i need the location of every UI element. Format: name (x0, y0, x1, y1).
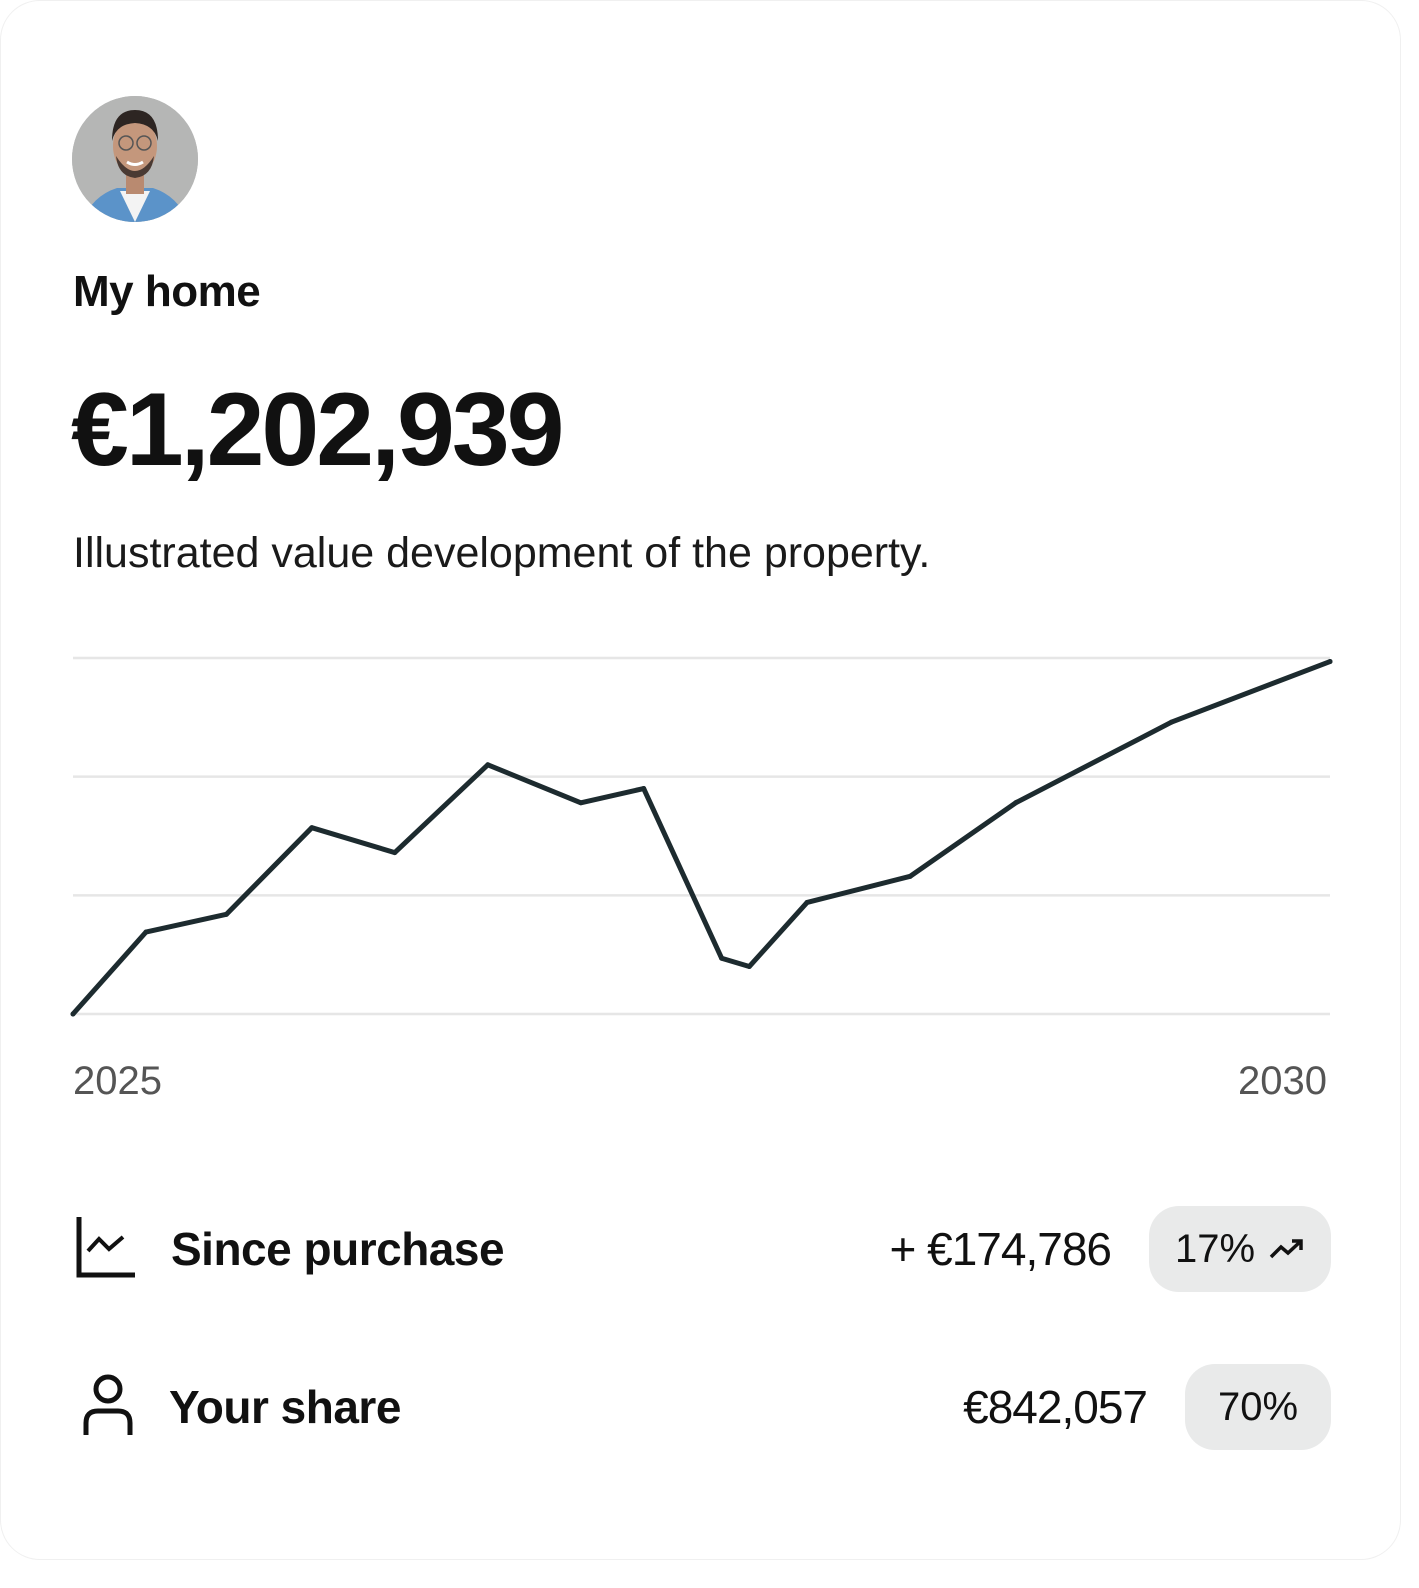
value-line (70, 659, 1333, 1017)
data-point (309, 825, 315, 831)
data-point (1013, 800, 1019, 806)
since-purchase-percent-badge: 17% (1149, 1206, 1331, 1292)
x-tick-label: 2025 (73, 1059, 162, 1103)
data-point (907, 873, 913, 879)
avatar-photo (72, 96, 198, 222)
avatar (72, 96, 198, 222)
your-share-label: Your share (169, 1381, 401, 1433)
data-point (1327, 659, 1333, 665)
your-share-percent: 70% (1217, 1384, 1299, 1429)
data-point (1169, 719, 1175, 725)
your-share-percent-badge: 70% (1185, 1364, 1331, 1450)
data-point (719, 955, 725, 961)
your-share-row: Your share €842,057 70% (73, 1364, 1331, 1450)
data-point (804, 899, 810, 905)
data-point (392, 850, 398, 856)
since-purchase-percent: 17% (1174, 1226, 1256, 1271)
since-purchase-label: Since purchase (171, 1223, 505, 1275)
data-point (578, 800, 584, 806)
data-point (70, 1011, 76, 1017)
card-title: My home (73, 267, 261, 316)
user-icon (83, 1373, 133, 1442)
your-share-value: €842,057 (963, 1381, 1148, 1433)
property-card: My home €1,202,939 Illustrated value dev… (0, 0, 1401, 1560)
since-purchase-row: Since purchase + €174,786 17% (73, 1206, 1331, 1292)
trend-up-icon (1269, 1237, 1305, 1261)
x-tick-label: 2030 (1238, 1059, 1327, 1103)
data-point (485, 762, 491, 768)
card-subtitle: Illustrated value development of the pro… (73, 529, 931, 577)
data-point (746, 964, 752, 970)
since-purchase-value: + €174,786 (889, 1223, 1112, 1275)
line-chart-icon (73, 1215, 137, 1284)
data-point (223, 911, 229, 917)
property-value: €1,202,939 (71, 372, 565, 488)
data-point (641, 786, 647, 792)
data-point (143, 929, 149, 935)
value-chart (70, 656, 1333, 1017)
